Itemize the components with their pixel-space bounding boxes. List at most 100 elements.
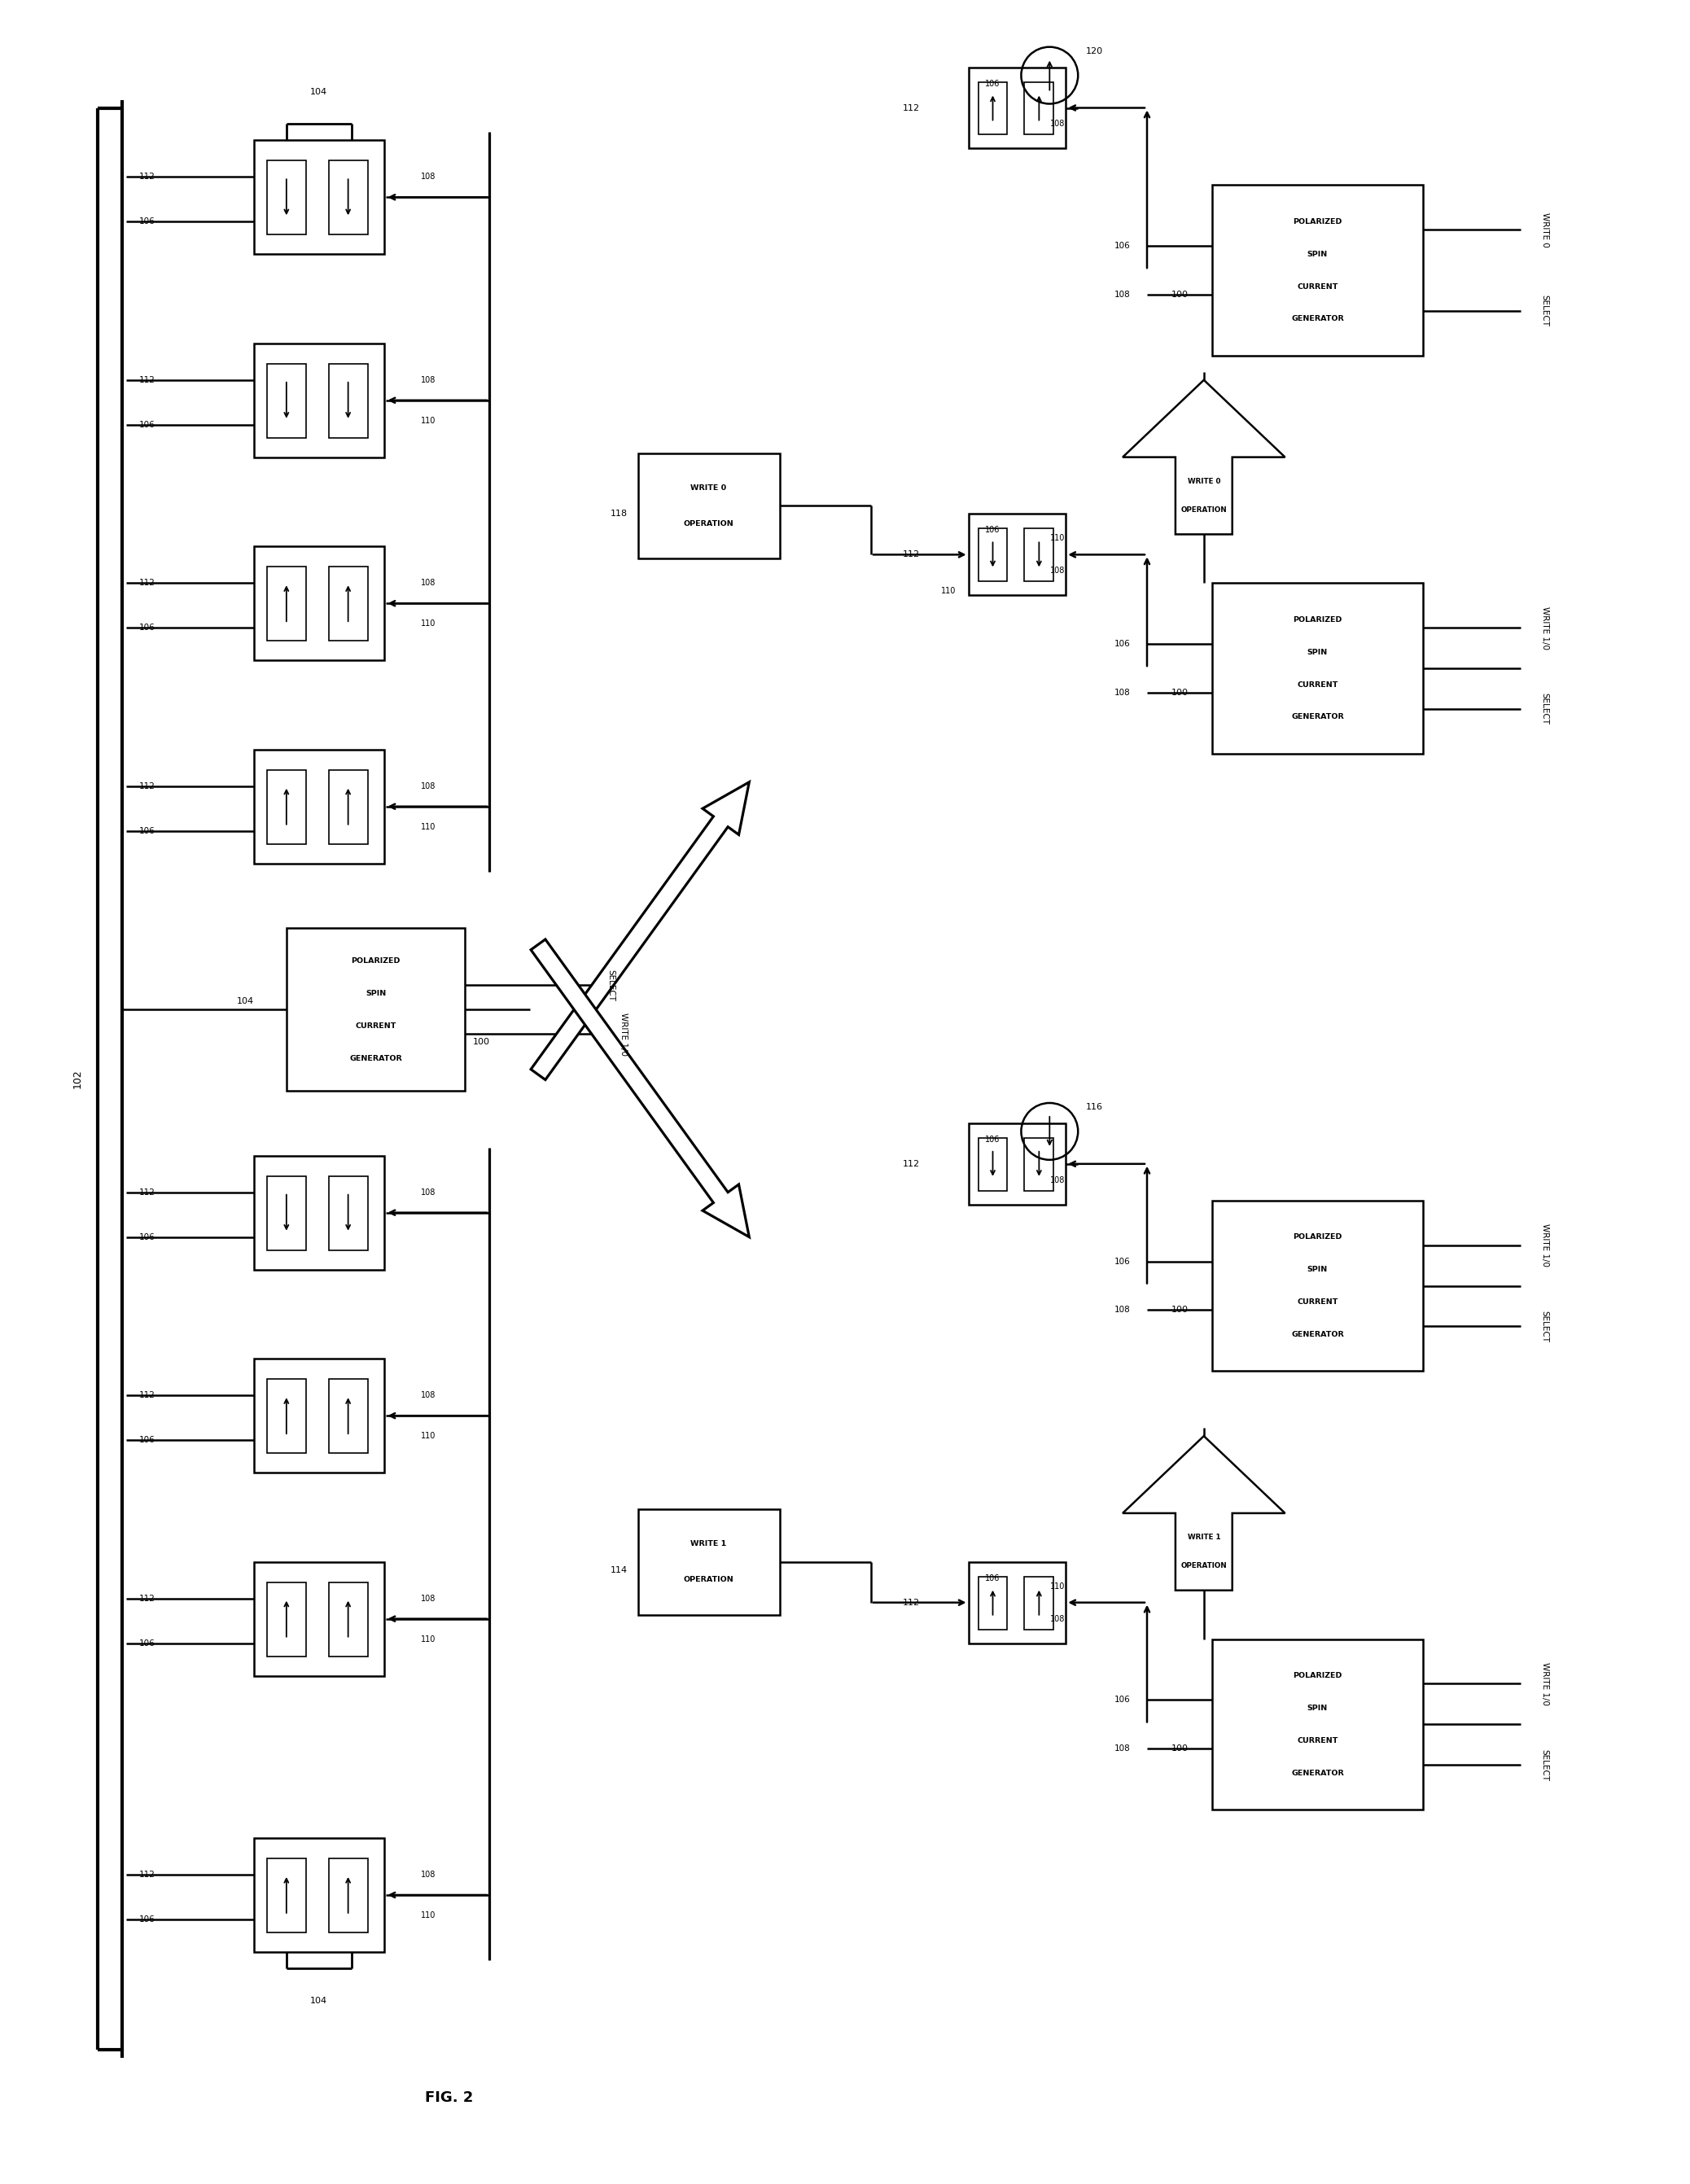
Text: 112: 112: [902, 1599, 919, 1607]
Bar: [1212, 186, 1423, 356]
Text: CURRENT: CURRENT: [1296, 681, 1338, 688]
Text: 112: 112: [139, 579, 155, 587]
Text: GENERATOR: GENERATOR: [1291, 1769, 1344, 1778]
Text: 106: 106: [139, 1640, 155, 1647]
Text: 110: 110: [421, 620, 436, 627]
Bar: [328, 568, 368, 640]
Polygon shape: [1122, 1437, 1284, 1590]
Bar: [328, 1859, 368, 1933]
Bar: [253, 343, 384, 456]
Text: POLARIZED: POLARIZED: [1293, 218, 1342, 225]
Bar: [267, 1581, 306, 1655]
Text: WRITE 0: WRITE 0: [691, 485, 727, 491]
Text: 112: 112: [139, 173, 155, 181]
Text: OPERATION: OPERATION: [1181, 507, 1227, 513]
Text: 112: 112: [139, 1188, 155, 1197]
Bar: [1024, 1138, 1053, 1190]
Text: WRITE 1: WRITE 1: [1188, 1533, 1220, 1542]
Bar: [328, 162, 368, 234]
Text: 112: 112: [139, 376, 155, 384]
Bar: [1212, 1201, 1423, 1372]
Text: WRITE 1/0: WRITE 1/0: [1541, 607, 1550, 649]
Text: POLARIZED: POLARIZED: [1293, 1673, 1342, 1679]
Text: GENERATOR: GENERATOR: [350, 1055, 402, 1061]
Text: WRITE 1/0: WRITE 1/0: [619, 1013, 627, 1055]
Bar: [968, 68, 1066, 149]
Text: 108: 108: [421, 1391, 436, 1400]
Text: 120: 120: [1085, 46, 1104, 55]
Text: 108: 108: [421, 376, 436, 384]
Text: 108: 108: [421, 173, 436, 181]
Text: 106: 106: [139, 1915, 155, 1924]
Text: WRITE 0: WRITE 0: [1541, 212, 1550, 247]
Text: 108: 108: [1049, 1614, 1065, 1623]
Text: 100: 100: [1171, 688, 1188, 697]
Text: SPIN: SPIN: [1308, 649, 1328, 655]
Text: 108: 108: [1115, 688, 1131, 697]
Bar: [328, 1581, 368, 1655]
Text: 108: 108: [421, 1594, 436, 1603]
Bar: [1024, 81, 1053, 135]
Text: 100: 100: [1171, 290, 1188, 299]
Text: 110: 110: [1049, 1581, 1065, 1590]
Bar: [286, 928, 465, 1090]
Text: 106: 106: [1115, 242, 1131, 249]
Bar: [267, 365, 306, 437]
Text: 112: 112: [139, 1391, 155, 1400]
Text: SPIN: SPIN: [1308, 1704, 1328, 1712]
Text: SPIN: SPIN: [1308, 251, 1328, 258]
Text: SELECT: SELECT: [1541, 692, 1550, 725]
Text: POLARIZED: POLARIZED: [1293, 1234, 1342, 1241]
Text: 108: 108: [421, 579, 436, 587]
Text: 110: 110: [421, 1911, 436, 1920]
Text: 104: 104: [311, 87, 328, 96]
Text: 106: 106: [985, 526, 1000, 535]
Text: 108: 108: [421, 782, 436, 791]
Bar: [253, 1358, 384, 1472]
Text: 108: 108: [421, 1872, 436, 1878]
Text: 106: 106: [985, 79, 1000, 87]
Text: 112: 112: [902, 105, 919, 111]
Bar: [253, 749, 384, 863]
Bar: [979, 1577, 1007, 1629]
Text: 112: 112: [139, 782, 155, 791]
Text: 106: 106: [139, 828, 155, 834]
Text: 106: 106: [1115, 640, 1131, 649]
Text: OPERATION: OPERATION: [683, 1577, 733, 1583]
Polygon shape: [1122, 380, 1284, 535]
Text: 102: 102: [73, 1068, 83, 1088]
Text: 110: 110: [421, 823, 436, 830]
Text: 100: 100: [1171, 1745, 1188, 1754]
Text: GENERATOR: GENERATOR: [1291, 1330, 1344, 1339]
Text: 110: 110: [421, 1636, 436, 1642]
Bar: [979, 529, 1007, 581]
Bar: [637, 1509, 781, 1614]
Text: SELECT: SELECT: [1541, 1749, 1550, 1780]
Text: 100: 100: [473, 1037, 490, 1046]
Bar: [328, 771, 368, 843]
Text: 106: 106: [139, 1234, 155, 1241]
Text: 108: 108: [1049, 120, 1065, 129]
Text: SELECT: SELECT: [1541, 1310, 1550, 1343]
Bar: [267, 162, 306, 234]
Text: 104: 104: [237, 998, 253, 1005]
Bar: [253, 1155, 384, 1269]
Text: 106: 106: [139, 625, 155, 631]
Text: WRITE 0: WRITE 0: [1188, 478, 1220, 485]
Bar: [968, 1562, 1066, 1642]
Text: 108: 108: [1115, 1306, 1131, 1315]
Text: 112: 112: [902, 1160, 919, 1168]
Bar: [968, 513, 1066, 596]
Bar: [1212, 583, 1423, 753]
Text: 106: 106: [985, 1136, 1000, 1144]
Text: 100: 100: [1171, 1306, 1188, 1315]
Text: 106: 106: [1115, 1697, 1131, 1704]
Bar: [253, 1839, 384, 1952]
Bar: [253, 1562, 384, 1675]
Text: 112: 112: [139, 1594, 155, 1603]
Text: 106: 106: [139, 422, 155, 428]
Bar: [328, 365, 368, 437]
Bar: [267, 1859, 306, 1933]
Text: GENERATOR: GENERATOR: [1291, 714, 1344, 721]
Bar: [979, 81, 1007, 135]
